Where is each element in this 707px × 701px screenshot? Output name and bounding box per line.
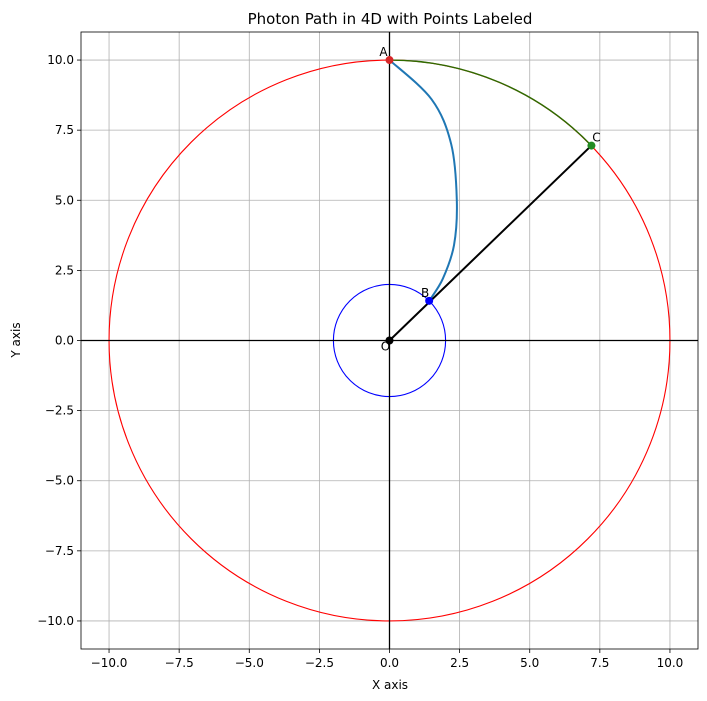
point-label-c: C xyxy=(592,131,600,145)
y-tick-label: −7.5 xyxy=(45,544,74,558)
plot-frame xyxy=(80,31,699,650)
point-marker-b xyxy=(425,296,434,305)
point-label-b: B xyxy=(421,286,429,300)
ticks: −10.0 −7.5 −5.0 −2.5 0.0 2.5 5.0 7.5 10.0 −10.0 −7… xyxy=(37,53,683,670)
x-tick-label: 2.5 xyxy=(450,656,469,670)
point-marker-c xyxy=(587,141,596,150)
point-marker-o xyxy=(385,336,394,345)
x-tick-label: −2.5 xyxy=(305,656,334,670)
chart-title: Photon Path in 4D with Points Labeled xyxy=(248,10,533,28)
y-tick-label: −5.0 xyxy=(45,474,74,488)
x-tick-label: 10.0 xyxy=(657,656,684,670)
x-tick-label: 0.0 xyxy=(380,656,399,670)
y-tick-label: 7.5 xyxy=(55,123,74,137)
series-arc-1 xyxy=(389,59,592,147)
series-curve-0 xyxy=(388,59,458,302)
x-tick-label: 5.0 xyxy=(520,656,539,670)
x-tick-label: −5.0 xyxy=(235,656,264,670)
points: A B C O xyxy=(379,45,600,353)
point-label-o: O xyxy=(381,340,390,354)
x-axis-label: X axis xyxy=(372,678,408,692)
series-lines xyxy=(388,59,593,342)
y-tick-label: 5.0 xyxy=(55,193,74,207)
y-axis-label: Y axis xyxy=(9,322,23,358)
y-tick-label: 2.5 xyxy=(55,263,74,277)
x-tick-label: 7.5 xyxy=(590,656,609,670)
point-marker-a xyxy=(385,56,394,65)
y-tick-label: 0.0 xyxy=(55,334,74,348)
y-tick-label: −2.5 xyxy=(45,404,74,418)
y-tick-label: −10.0 xyxy=(37,614,74,628)
y-tick-label: 10.0 xyxy=(47,53,74,67)
x-tick-label: −10.0 xyxy=(91,656,128,670)
series-segment-2 xyxy=(388,144,593,342)
x-tick-label: −7.5 xyxy=(165,656,194,670)
point-label-a: A xyxy=(379,45,388,59)
